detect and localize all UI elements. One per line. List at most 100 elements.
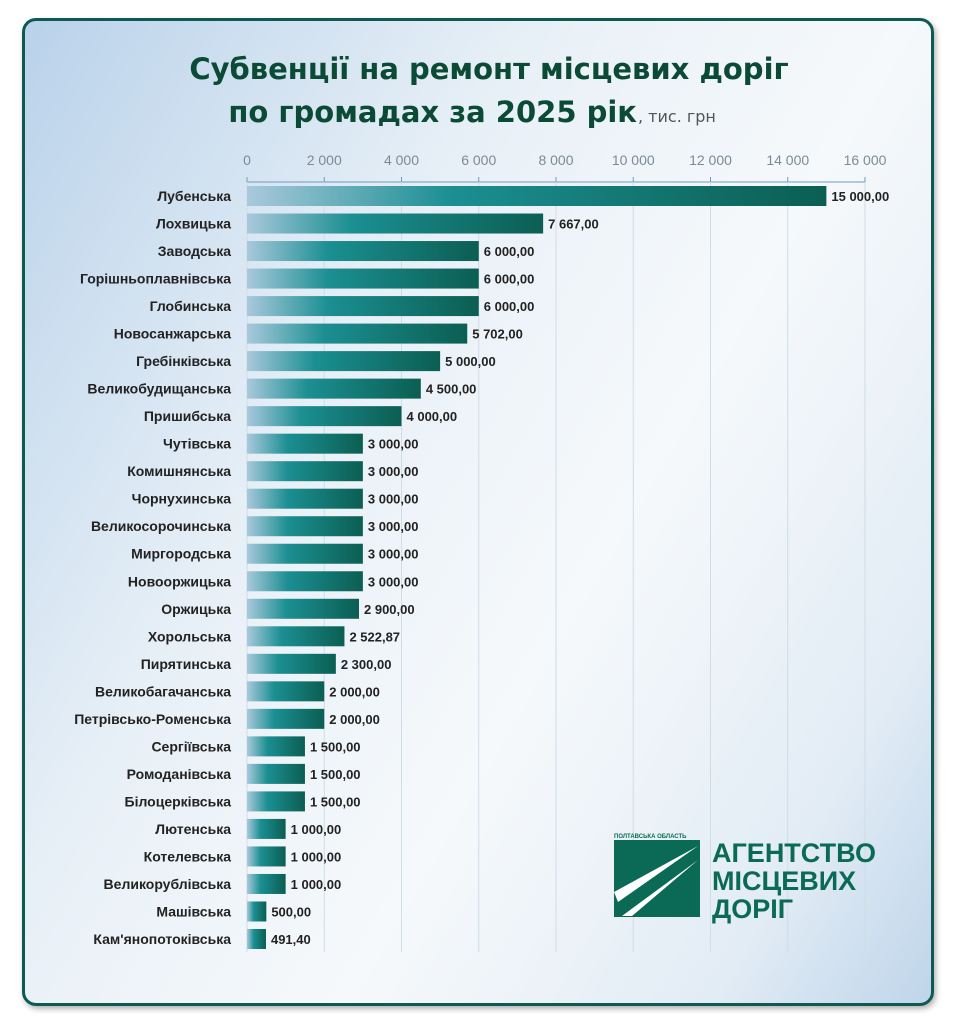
x-tick-label: 4 000 — [384, 152, 419, 168]
data-label: 6 000,00 — [484, 244, 535, 259]
bar — [247, 433, 363, 454]
x-tick-label: 16 000 — [844, 152, 887, 168]
bar — [247, 598, 360, 619]
category-label: Петрівсько-Роменська — [74, 711, 231, 727]
logo-region: ПОЛТАВСЬКА ОБЛАСТЬ — [614, 834, 687, 840]
category-label: Котелевська — [144, 848, 232, 864]
bar — [247, 681, 325, 702]
bar — [247, 186, 827, 206]
bar — [247, 268, 479, 289]
data-label: 500,00 — [271, 904, 311, 919]
bar — [247, 873, 286, 894]
category-label: Глобинська — [150, 298, 232, 314]
bar — [247, 653, 336, 674]
category-label: Заводська — [158, 243, 231, 259]
bar — [247, 543, 363, 564]
category-label: Лютенська — [155, 821, 231, 837]
category-label: Сергіївська — [151, 738, 231, 754]
x-tick-label: 12 000 — [689, 152, 732, 168]
category-label: Лохвицька — [156, 216, 231, 232]
logo-line1: АГЕНТСТВО — [712, 838, 876, 868]
category-label: Великорублівська — [104, 876, 232, 892]
category-label: Комишнянська — [127, 463, 231, 479]
bar — [247, 763, 305, 784]
chart-title-line1: Субвенції на ремонт місцевих доріг — [189, 52, 788, 86]
bar — [247, 929, 266, 949]
bar — [247, 791, 305, 812]
bar — [247, 461, 363, 482]
data-label: 491,40 — [271, 932, 311, 947]
category-label: Пирятинська — [141, 656, 232, 672]
data-label: 1 500,00 — [310, 739, 361, 754]
data-label: 4 000,00 — [407, 409, 458, 424]
data-label: 6 000,00 — [484, 299, 535, 314]
x-tick-label: 10 000 — [612, 152, 655, 168]
bar — [247, 406, 402, 427]
bar — [247, 846, 286, 867]
category-label: Горішньоплавнівська — [80, 271, 231, 287]
data-label: 2 000,00 — [329, 684, 380, 699]
category-label: Кам'янопотоківська — [93, 931, 231, 947]
data-label: 3 000,00 — [368, 519, 419, 534]
data-label: 3 000,00 — [368, 437, 419, 452]
logo: ПОЛТАВСЬКА ОБЛАСТЬ АГЕНТСТВО МІСЦЕВИХ ДО… — [614, 834, 876, 924]
logo-line2: МІСЦЕВИХ — [712, 866, 856, 896]
data-label: 4 500,00 — [426, 382, 477, 397]
data-label: 1 000,00 — [291, 822, 342, 837]
category-label: Новооржицька — [128, 573, 231, 589]
bar — [247, 213, 544, 234]
logo-mark — [614, 840, 700, 917]
category-label: Великобагачанська — [95, 683, 231, 699]
data-label: 2 522,87 — [349, 629, 400, 644]
data-label: 2 900,00 — [364, 602, 415, 617]
x-tick-label: 6 000 — [461, 152, 496, 168]
category-label: Миргородська — [131, 546, 231, 562]
category-label: Ромоданівська — [127, 766, 232, 782]
bar — [247, 378, 421, 399]
bar — [247, 516, 363, 537]
category-label: Хорольська — [148, 628, 231, 644]
data-label: 1 500,00 — [310, 767, 361, 782]
bar — [247, 571, 363, 592]
bar — [247, 901, 267, 922]
category-label: Лубенська — [157, 188, 231, 204]
category-label: Пришибська — [144, 408, 231, 424]
data-label: 3 000,00 — [368, 574, 419, 589]
data-label: 3 000,00 — [368, 492, 419, 507]
data-label: 1 000,00 — [291, 849, 342, 864]
chart-title-line2: по громадах за 2025 рік — [228, 95, 637, 129]
bar — [247, 351, 441, 372]
data-label: 6 000,00 — [484, 272, 535, 287]
category-label: Великосорочинська — [91, 518, 231, 534]
bar — [247, 626, 345, 647]
category-label: Чорнухинська — [132, 491, 232, 507]
data-label: 3 000,00 — [368, 547, 419, 562]
category-label: Гребінківська — [136, 353, 231, 369]
x-tick-label: 8 000 — [538, 152, 573, 168]
data-label: 5 000,00 — [445, 354, 496, 369]
bar — [247, 296, 479, 317]
bar — [247, 736, 305, 757]
x-tick-label: 0 — [243, 152, 251, 168]
category-label: Чутівська — [163, 436, 231, 452]
data-label: 15 000,00 — [831, 189, 889, 204]
data-label: 1 500,00 — [310, 794, 361, 809]
data-label: 1 000,00 — [291, 877, 342, 892]
data-label: 2 000,00 — [329, 712, 380, 727]
bar — [247, 241, 479, 262]
logo-line3: ДОРІГ — [712, 894, 793, 924]
category-label: Оржицька — [161, 601, 231, 617]
category-label: Білоцерківська — [125, 793, 232, 809]
data-label: 3 000,00 — [368, 464, 419, 479]
x-tick-label: 14 000 — [766, 152, 809, 168]
category-label: Великобудищанська — [87, 381, 231, 397]
bar — [247, 323, 468, 344]
bar — [247, 708, 325, 729]
bar — [247, 818, 286, 839]
category-label: Новосанжарська — [114, 326, 231, 342]
data-label: 5 702,00 — [472, 327, 523, 342]
data-label: 7 667,00 — [548, 217, 599, 232]
data-label: 2 300,00 — [341, 657, 392, 672]
chart-unit: , тис. грн — [638, 107, 716, 126]
